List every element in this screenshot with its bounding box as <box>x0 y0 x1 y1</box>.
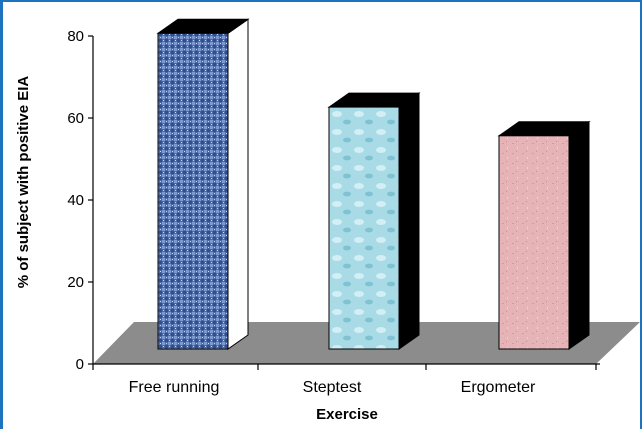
bar-side-face <box>227 18 249 350</box>
x-axis-title: Exercise <box>316 406 378 423</box>
bar-ergometer <box>497 120 591 350</box>
caption-strip <box>3 0 640 16</box>
bar-side-face <box>568 120 590 350</box>
y-tick-label: 80 <box>67 28 84 45</box>
x-tick-label: Ergometer <box>461 379 536 396</box>
y-axis-title: % of subject with positive EIA <box>15 76 32 289</box>
x-tick-label: Free running <box>129 379 220 396</box>
x-tick-label: Steptest <box>303 379 362 396</box>
bar-steptest <box>327 92 421 350</box>
bar-front-face <box>328 106 400 350</box>
y-tick-label: 0 <box>76 356 84 373</box>
y-tick-label: 20 <box>67 274 84 291</box>
y-tick-label: 40 <box>67 192 84 209</box>
y-tick-label: 60 <box>67 110 84 127</box>
bar-front-face <box>157 32 229 350</box>
bar-free-running <box>156 18 250 350</box>
bar-side-face <box>398 92 420 350</box>
bar-front-face <box>498 135 570 350</box>
